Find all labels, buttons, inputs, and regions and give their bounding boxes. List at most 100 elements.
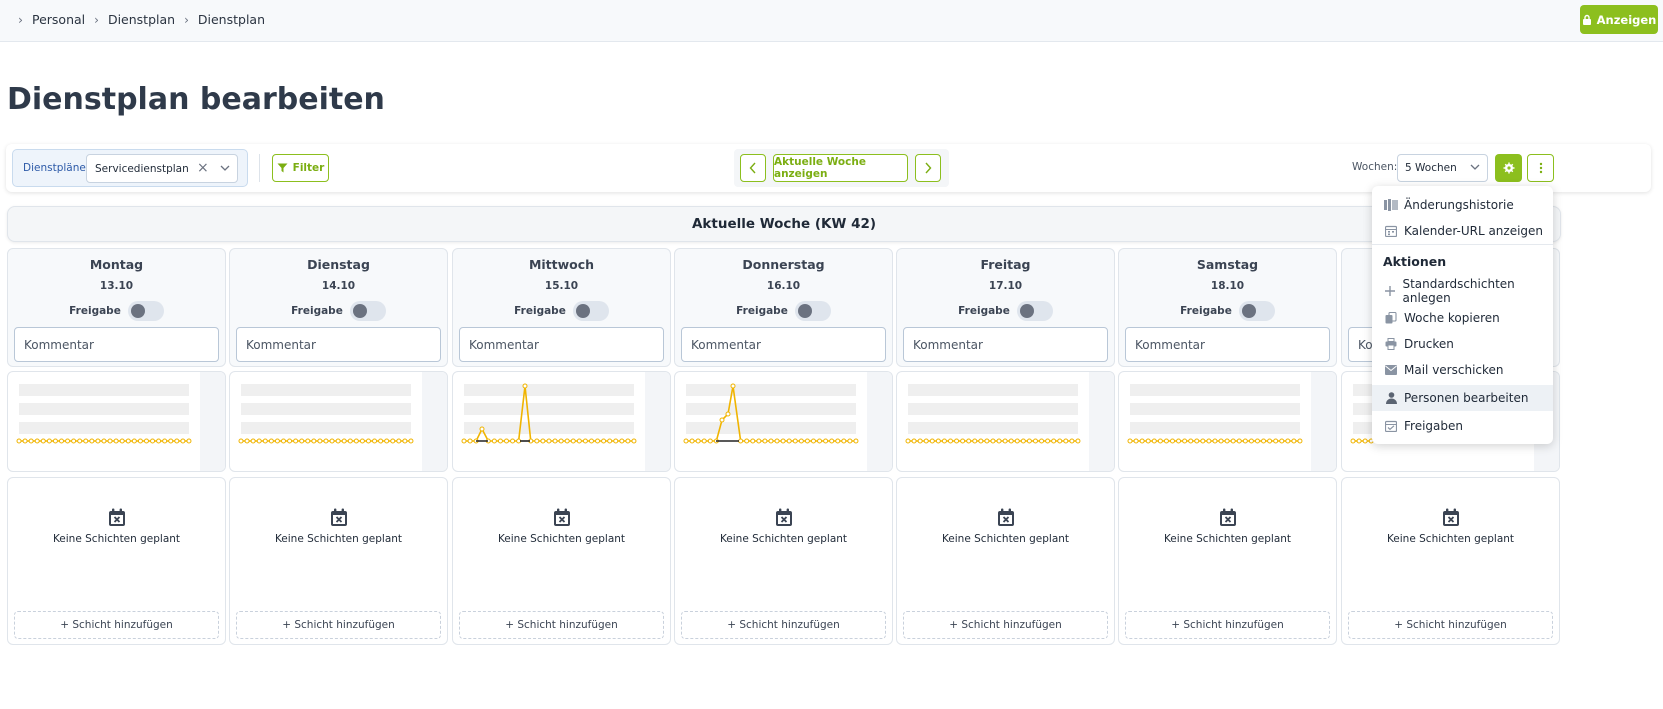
comment-input[interactable]: Kommentar — [236, 327, 441, 362]
next-week-button[interactable] — [915, 154, 941, 182]
filter-button-label: Filter — [292, 162, 325, 174]
empty-shifts-text: Keine Schichten geplant — [52, 533, 181, 545]
menu-divider — [1372, 244, 1553, 245]
day-header-card: Freitag 17.10 Freigabe Kommentar — [896, 248, 1115, 367]
staffing-sparkline — [238, 384, 414, 444]
plans-label: Dienstpläne: — [23, 162, 90, 174]
mail-icon — [1382, 365, 1400, 375]
day-shifts-card: Keine Schichten geplant + Schicht hinzufü… — [452, 477, 671, 645]
empty-shifts-text: Keine Schichten geplant — [274, 533, 403, 545]
calendar-x-icon — [776, 508, 792, 526]
actions-menu: Änderungshistorie Kalender-URL anzeigen … — [1372, 186, 1553, 444]
release-row: Freigabe — [1119, 301, 1336, 321]
plans-select-value: Servicedienstplan — [95, 163, 189, 175]
breadcrumb: › Personal › Dienstplan › Dienstplan — [18, 12, 265, 27]
chart-side-panel — [422, 372, 447, 471]
day-name: Dienstag — [307, 257, 370, 272]
menu-item-edit-persons[interactable]: Personen bearbeiten — [1372, 385, 1553, 411]
top-bar: › Personal › Dienstplan › Dienstplan Anz… — [0, 0, 1663, 42]
show-button[interactable]: Anzeigen — [1580, 5, 1658, 34]
copy-icon — [1382, 312, 1400, 324]
breadcrumb-item-dienstplan[interactable]: Dienstplan — [107, 12, 176, 27]
day-shifts-card: Keine Schichten geplant + Schicht hinzufü… — [7, 477, 226, 645]
calendar-check-icon — [1382, 420, 1400, 432]
release-toggle[interactable] — [1016, 301, 1053, 321]
menu-item-default-shifts[interactable]: Standardschichten anlegen — [1372, 277, 1553, 305]
weeks-select-value: 5 Wochen — [1405, 162, 1457, 174]
divider — [259, 154, 260, 182]
release-toggle[interactable] — [1238, 301, 1275, 321]
day-header-card: Samstag 18.10 Freigabe Kommentar — [1118, 248, 1337, 367]
menu-item-copy-week-label: Woche kopieren — [1404, 311, 1500, 325]
day-shifts-card: Keine Schichten geplant + Schicht hinzufü… — [1118, 477, 1337, 645]
current-week-button-label: Aktuelle Woche anzeigen — [774, 156, 866, 180]
day-header-card: Montag 13.10 Freigabe Kommentar — [7, 248, 226, 367]
staffing-sparkline — [1127, 384, 1303, 444]
day-staffing-chart — [452, 371, 671, 472]
day-header-card: Mittwoch 15.10 Freigabe Kommentar — [452, 248, 671, 367]
menu-item-copy-week[interactable]: Woche kopieren — [1372, 305, 1553, 331]
menu-item-calendar-url[interactable]: Kalender-URL anzeigen — [1372, 218, 1553, 244]
add-shift-button[interactable]: + Schicht hinzufügen — [681, 611, 886, 639]
lock-icon — [1582, 14, 1591, 25]
menu-item-history[interactable]: Änderungshistorie — [1372, 192, 1553, 218]
release-label: Freigabe — [958, 305, 1010, 317]
menu-item-print[interactable]: Drucken — [1372, 331, 1553, 357]
comment-input[interactable]: Kommentar — [1125, 327, 1330, 362]
gear-icon — [1503, 162, 1514, 174]
release-toggle[interactable] — [349, 301, 386, 321]
add-shift-button[interactable]: + Schicht hinzufügen — [1348, 611, 1553, 639]
release-toggle[interactable] — [794, 301, 831, 321]
filter-icon — [277, 163, 288, 173]
comment-input[interactable]: Kommentar — [903, 327, 1108, 362]
current-week-button[interactable]: Aktuelle Woche anzeigen — [773, 154, 908, 182]
release-row: Freigabe — [675, 301, 892, 321]
breadcrumb-item-personal[interactable]: Personal — [32, 12, 86, 27]
chart-side-panel — [1311, 372, 1336, 471]
weeks-select[interactable]: 5 Wochen — [1397, 154, 1488, 182]
menu-item-send-mail[interactable]: Mail verschicken — [1372, 357, 1553, 383]
empty-shifts-text: Keine Schichten geplant — [941, 533, 1070, 545]
staffing-sparkline — [461, 383, 637, 444]
page-title: Dienstplan bearbeiten — [7, 82, 385, 117]
add-shift-button[interactable]: + Schicht hinzufügen — [14, 611, 219, 639]
comment-input[interactable]: Kommentar — [459, 327, 664, 362]
chart-side-panel — [867, 372, 892, 471]
more-actions-button[interactable] — [1527, 154, 1554, 182]
menu-item-calendar-url-label: Kalender-URL anzeigen — [1404, 224, 1544, 238]
menu-item-releases-label: Freigaben — [1404, 419, 1463, 433]
release-toggle[interactable] — [127, 301, 164, 321]
prev-week-button[interactable] — [740, 154, 766, 182]
week-header: Aktuelle Woche (KW 42) — [7, 206, 1561, 242]
menu-item-releases[interactable]: Freigaben — [1372, 413, 1553, 439]
calendar-x-icon — [331, 508, 347, 526]
comment-input[interactable]: Kommentar — [14, 327, 219, 362]
menu-item-print-label: Drucken — [1404, 337, 1454, 351]
add-shift-button[interactable]: + Schicht hinzufügen — [1125, 611, 1330, 639]
clear-icon[interactable]: × — [197, 160, 209, 176]
chevron-down-icon — [1470, 164, 1480, 170]
user-icon — [1382, 392, 1400, 404]
day-name: Mittwoch — [528, 257, 595, 272]
add-shift-button[interactable]: + Schicht hinzufügen — [459, 611, 664, 639]
comment-input[interactable]: Kommentar — [681, 327, 886, 362]
settings-button[interactable] — [1495, 154, 1522, 182]
plans-select[interactable]: Servicedienstplan × — [86, 154, 238, 183]
day-name: Freitag — [980, 257, 1031, 272]
empty-shifts-text: Keine Schichten geplant — [719, 533, 848, 545]
menu-item-default-shifts-label: Standardschichten anlegen — [1402, 277, 1515, 305]
release-label: Freigabe — [1180, 305, 1232, 317]
menu-item-edit-persons-label: Personen bearbeiten — [1404, 391, 1529, 405]
chevron-right-icon: › — [184, 12, 189, 27]
toolbar: Dienstpläne: Servicedienstplan × Filter … — [6, 144, 1651, 192]
add-shift-button[interactable]: + Schicht hinzufügen — [236, 611, 441, 639]
day-staffing-chart — [7, 371, 226, 472]
day-date: 13.10 — [99, 280, 134, 292]
filter-button[interactable]: Filter — [272, 154, 329, 182]
menu-item-history-label: Änderungshistorie — [1404, 198, 1514, 212]
release-toggle[interactable] — [572, 301, 609, 321]
calendar-x-icon — [998, 508, 1014, 526]
add-shift-button[interactable]: + Schicht hinzufügen — [903, 611, 1108, 639]
day-shifts-card: Keine Schichten geplant + Schicht hinzufü… — [1341, 477, 1560, 645]
release-row: Freigabe — [453, 301, 670, 321]
